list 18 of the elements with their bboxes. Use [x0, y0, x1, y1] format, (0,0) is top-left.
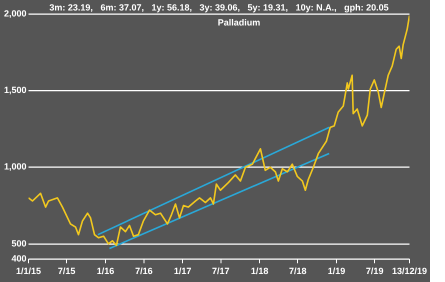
x-tick-label: 13/12/19	[392, 266, 428, 276]
x-tick-label: 7/18	[288, 266, 307, 276]
chart-subtitle: 3m: 23.19, 6m: 37.07, 1y: 56.18, 3y: 39.06, 5y: 19.31, 10y: N.A., gph: 20.05	[49, 2, 389, 12]
y-tick-label: 1,000	[4, 162, 27, 172]
x-tick-label: 1/19	[328, 266, 346, 276]
x-tick-label: 1/16	[96, 266, 114, 276]
x-tick-label: 1/1/15	[16, 266, 42, 276]
y-tick-label: 400	[11, 254, 27, 264]
x-tick-label: 7/17	[212, 266, 230, 276]
y-tick-label: 2,000	[4, 8, 27, 18]
chart-title: Palladium	[218, 17, 260, 28]
x-tick-label: 7/19	[366, 266, 384, 276]
y-tick-label: 500	[11, 238, 27, 248]
x-tick-label: 7/15	[58, 266, 76, 276]
y-tick-label: 1,500	[4, 85, 27, 96]
x-tick-label: 1/17	[174, 266, 192, 276]
x-tick-label: 7/16	[135, 266, 153, 276]
x-tick-label: 1/18	[250, 266, 268, 276]
